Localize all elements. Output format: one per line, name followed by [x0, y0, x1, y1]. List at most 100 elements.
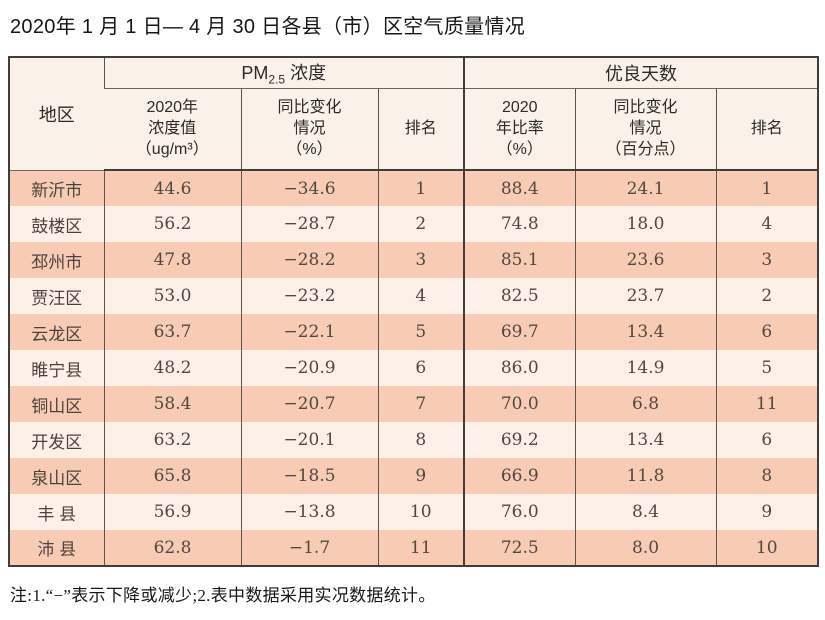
- cell-pm-value: 47.8: [103, 242, 241, 278]
- cell-pm-rank: 4: [377, 278, 464, 314]
- cell-region: 铜山区: [31, 396, 83, 416]
- table-row: 睢宁县 48.2 −20.9 6 86.0 14.9 5: [9, 350, 818, 386]
- column-header-gd-rank: 排名: [715, 88, 818, 171]
- cell-pm-change: −28.2: [240, 242, 378, 278]
- cell-pm-value: 65.8: [103, 458, 241, 494]
- cell-pm-rank: 1: [377, 170, 464, 206]
- cell-pm-rank: 3: [377, 242, 464, 278]
- table-row: 开发区 63.2 −20.1 8 69.2 13.4 6: [9, 422, 818, 458]
- table-row: 沛 县 62.8 −1.7 11 72.5 8.0 10: [9, 530, 818, 566]
- pm25-label-subscript: 2.5: [268, 72, 286, 87]
- cell-pm-change: −20.7: [240, 386, 378, 422]
- cell-gd-change: 11.8: [574, 458, 716, 494]
- cell-gd-rank: 9: [715, 494, 818, 530]
- column-header-pm-rank: 排名: [377, 88, 464, 171]
- cell-gd-rank: 5: [715, 350, 818, 386]
- cell-gd-rank: 8: [715, 458, 818, 494]
- cell-pm-change: −1.7: [240, 530, 378, 566]
- cell-pm-rank: 8: [377, 422, 464, 458]
- cell-pm-value: 53.0: [103, 278, 241, 314]
- cell-pm-change: −28.7: [240, 206, 378, 242]
- cell-pm-change: −20.9: [240, 350, 378, 386]
- cell-gd-rank: 10: [715, 530, 818, 566]
- cell-gd-ratio: 69.2: [463, 422, 575, 458]
- cell-region: 开发区: [31, 432, 83, 452]
- table-row: 鼓楼区 56.2 −28.7 2 74.8 18.0 4: [9, 206, 818, 242]
- table-body: 新沂市 44.6 −34.6 1 88.4 24.1 1 鼓楼区 56.2 −2…: [9, 170, 818, 566]
- table-row: 铜山区 58.4 −20.7 7 70.0 6.8 11: [9, 386, 818, 422]
- cell-region: 贾汪区: [31, 288, 83, 308]
- cell-pm-rank: 9: [377, 458, 464, 494]
- cell-gd-change: 23.7: [574, 278, 716, 314]
- cell-pm-rank: 10: [377, 494, 464, 530]
- column-header-pm-change: 同比变化 情况 （%）: [240, 88, 378, 171]
- cell-region: 睢宁县: [31, 360, 83, 380]
- air-quality-table: 地区 PM2.5 浓度 优良天数 2020年 浓度值 （ug/m³） 同比变化 情…: [8, 56, 819, 567]
- cell-gd-change: 23.6: [574, 242, 716, 278]
- cell-region: 新沂市: [31, 180, 83, 200]
- column-group-pm25: PM2.5 浓度: [103, 57, 464, 89]
- column-header-pm-value: 2020年 浓度值 （ug/m³）: [104, 88, 241, 171]
- column-group-good-days: 优良天数: [463, 57, 818, 89]
- pm25-label-prefix: PM: [241, 62, 269, 83]
- table-row: 云龙区 63.7 −22.1 5 69.7 13.4 6: [9, 314, 818, 350]
- cell-gd-ratio: 88.4: [463, 170, 575, 206]
- cell-gd-ratio: 86.0: [463, 350, 575, 386]
- table-row: 贾汪区 53.0 −23.2 4 82.5 23.7 2: [9, 278, 818, 314]
- sub-header-row: 2020年 浓度值 （ug/m³） 同比变化 情况 （%） 排名 2020 年比…: [9, 88, 818, 171]
- pm25-label-suffix: 浓度: [290, 62, 327, 83]
- cell-pm-value: 56.2: [103, 206, 241, 242]
- cell-pm-change: −34.6: [240, 170, 378, 206]
- cell-gd-rank: 3: [715, 242, 818, 278]
- cell-gd-change: 14.9: [574, 350, 716, 386]
- cell-gd-rank: 4: [715, 206, 818, 242]
- cell-gd-ratio: 76.0: [463, 494, 575, 530]
- cell-pm-rank: 5: [377, 314, 464, 350]
- cell-pm-change: −13.8: [240, 494, 378, 530]
- cell-gd-rank: 6: [715, 314, 818, 350]
- cell-pm-value: 48.2: [103, 350, 241, 386]
- table-row: 新沂市 44.6 −34.6 1 88.4 24.1 1: [9, 170, 818, 206]
- cell-region: 泉山区: [31, 468, 83, 488]
- table-header: 地区 PM2.5 浓度 优良天数 2020年 浓度值 （ug/m³） 同比变化 情…: [9, 57, 818, 171]
- cell-pm-value: 63.2: [103, 422, 241, 458]
- cell-gd-change: 8.4: [574, 494, 716, 530]
- cell-gd-rank: 6: [715, 422, 818, 458]
- cell-gd-change: 13.4: [574, 314, 716, 350]
- cell-gd-ratio: 85.1: [463, 242, 575, 278]
- cell-gd-ratio: 72.5: [463, 530, 575, 566]
- cell-pm-change: −23.2: [240, 278, 378, 314]
- cell-pm-change: −22.1: [240, 314, 378, 350]
- group-header-row: 地区 PM2.5 浓度 优良天数: [9, 57, 818, 171]
- cell-pm-rank: 11: [377, 530, 464, 566]
- cell-gd-rank: 11: [715, 386, 818, 422]
- cell-pm-value: 63.7: [103, 314, 241, 350]
- table-row: 丰 县 56.9 −13.8 10 76.0 8.4 9: [9, 494, 818, 530]
- cell-region: 沛 县: [37, 540, 77, 559]
- table-row: 泉山区 65.8 −18.5 9 66.9 11.8 8: [9, 458, 818, 494]
- cell-gd-rank: 1: [715, 170, 818, 206]
- column-header-gd-change: 同比变化 情况 （百分点）: [574, 88, 716, 171]
- cell-pm-rank: 6: [377, 350, 464, 386]
- cell-gd-change: 18.0: [574, 206, 716, 242]
- cell-region: 鼓楼区: [31, 216, 83, 236]
- cell-region: 丰 县: [37, 504, 77, 524]
- column-header-gd-ratio: 2020 年比率 （%）: [463, 88, 575, 171]
- cell-gd-change: 24.1: [574, 170, 716, 206]
- footnote: 注:1.“−”表示下降或减少;2.表中数据采用实况数据统计。: [10, 586, 436, 605]
- cell-gd-change: 13.4: [574, 422, 716, 458]
- column-header-region: 地区: [9, 57, 104, 171]
- table-row: 邳州市 47.8 −28.2 3 85.1 23.6 3: [9, 242, 818, 278]
- cell-pm-value: 44.6: [103, 170, 241, 206]
- cell-gd-rank: 2: [715, 278, 818, 314]
- cell-pm-change: −20.1: [240, 422, 378, 458]
- cell-gd-ratio: 74.8: [463, 206, 575, 242]
- cell-pm-rank: 7: [377, 386, 464, 422]
- cell-pm-change: −18.5: [240, 458, 378, 494]
- cell-pm-rank: 2: [377, 206, 464, 242]
- cell-gd-change: 8.0: [574, 530, 716, 566]
- cell-gd-change: 6.8: [574, 386, 716, 422]
- cell-region: 邳州市: [31, 252, 83, 272]
- cell-pm-value: 62.8: [103, 530, 241, 566]
